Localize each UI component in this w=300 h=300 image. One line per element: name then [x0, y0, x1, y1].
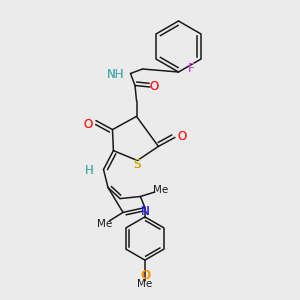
Text: O: O: [150, 80, 159, 94]
Text: Me: Me: [97, 219, 112, 230]
Text: Me: Me: [153, 184, 168, 195]
Text: Me: Me: [137, 279, 152, 290]
Text: H: H: [85, 164, 94, 177]
Text: O: O: [177, 130, 186, 143]
Text: S: S: [134, 158, 141, 171]
Text: NH: NH: [107, 68, 124, 82]
Text: F: F: [188, 62, 195, 76]
Text: O: O: [141, 269, 150, 282]
Text: O: O: [177, 130, 186, 143]
Text: F: F: [188, 62, 195, 76]
Text: N: N: [141, 205, 150, 218]
Text: NH: NH: [107, 68, 124, 82]
Text: O: O: [150, 80, 159, 94]
Text: H: H: [85, 164, 94, 177]
Text: S: S: [134, 158, 141, 171]
Text: O: O: [84, 118, 93, 131]
Text: O: O: [140, 269, 149, 282]
Text: N: N: [141, 205, 150, 218]
Text: O: O: [84, 118, 93, 131]
